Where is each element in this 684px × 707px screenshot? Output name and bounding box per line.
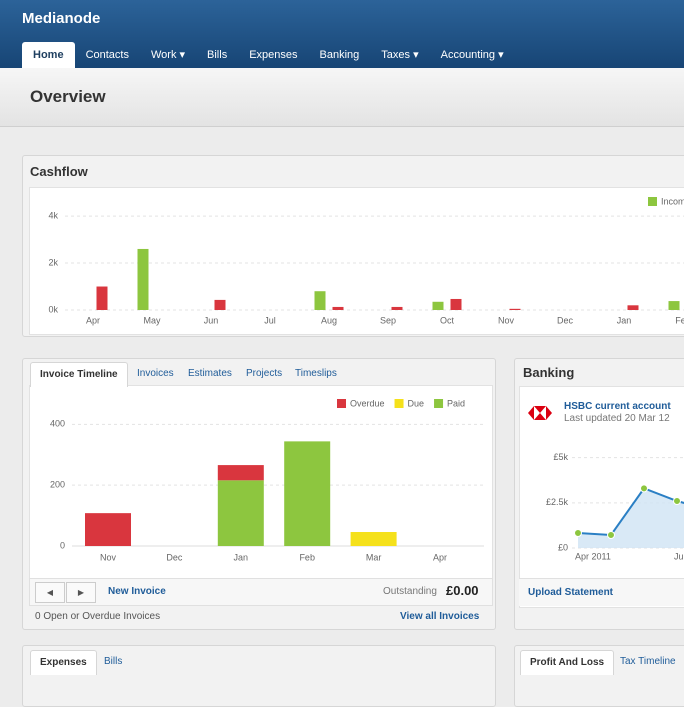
header-bar [0,0,684,68]
tab[interactable]: Projects [246,368,283,379]
bar [137,248,149,310]
x-tick-label: Oct [440,315,455,325]
bar-segment [217,465,264,481]
x-tick-label: Aug [321,315,337,325]
upload-statement[interactable]: Upload Statement [528,587,614,598]
x-tick-label: Apr [433,552,447,562]
nav-item[interactable]: Expenses [249,49,298,61]
open-count: 0 Open or Overdue Invoices [35,611,161,622]
x-tick-label: Nov [100,552,117,562]
nav-item[interactable]: Accounting ▾ [440,49,504,61]
tab[interactable]: Tax Timeline [620,656,676,667]
y-tick-label: £2.5k [546,497,569,507]
x-tick-label: May [143,315,161,325]
legend-label: Due [408,398,425,408]
nav-item[interactable]: Work ▾ [150,49,186,61]
panel-title: Banking [523,365,575,380]
bar [214,299,226,310]
tab[interactable]: Bills [104,656,123,667]
legend-swatch [648,197,657,206]
nav: Home Contacts Work ▾ Bills Expenses Bank… [22,42,515,68]
x-tick-label: Jan [234,552,249,562]
legend-swatch [434,399,444,408]
legend-swatch [337,399,346,408]
tab[interactable]: Timeslips [295,368,337,379]
tab[interactable]: Invoice Timeline [30,362,128,387]
point [574,529,582,538]
x-tick-label: Nov [498,315,515,325]
y-tick-label: 4k [48,210,58,220]
x-tick-label: Dec [557,315,574,325]
legend-label: Income [661,196,684,206]
invoice-toolbar [29,578,493,606]
overview-bar [0,68,684,127]
y-tick-label: 0k [48,304,58,314]
nav-item[interactable]: Home [22,42,75,68]
new-invoice[interactable]: New Invoice [108,586,166,597]
x-tick-label: Jul [264,315,276,325]
y-tick-label: 200 [50,480,65,490]
x-tick-label: Mar [366,552,382,562]
point [640,484,648,493]
view-all[interactable]: View all Invoices [400,611,480,622]
y-tick-label: 400 [50,419,65,429]
x-tick-label: Apr [86,315,100,325]
legend-label: Overdue [350,398,385,408]
x-tick-label: Feb [675,315,684,325]
tab[interactable]: Invoices [137,368,174,379]
app-name[interactable]: Medianode [22,10,101,27]
tab[interactable]: Estimates [188,368,232,379]
bar [450,298,462,310]
x-tick-label: Feb [299,552,315,562]
next-button[interactable]: ▶ [66,582,96,603]
bar-segment [284,441,331,546]
outstanding-label: Outstanding [383,586,437,597]
x-tick-label: Jan [617,315,632,325]
bar [391,306,403,310]
bar [668,301,680,310]
tab[interactable]: Profit And Loss [520,650,615,675]
x-tick-label: Sep [380,315,396,325]
area-fill [578,488,684,548]
bar [314,291,326,310]
bar [627,305,639,310]
point [673,497,681,506]
y-tick-label: 0 [60,540,65,550]
account-name[interactable]: HSBC current account [564,401,671,412]
legend-label: Paid [447,398,465,408]
bank-logo [528,406,552,420]
bar-segment [217,480,264,546]
banking-toolbar [519,578,684,606]
y-tick-label: £0 [558,542,568,552]
last-updated: Last updated 20 Mar 12 [564,413,670,424]
nav-item[interactable]: Contacts [85,49,129,61]
panel-title: Cashflow [30,164,88,179]
bar [332,306,344,310]
y-tick-label: 2k [48,257,58,267]
y-tick-label: £5k [553,452,568,462]
bar [96,286,108,310]
legend-swatch [394,399,404,408]
nav-item[interactable]: Taxes ▾ [381,49,419,61]
nav-item[interactable]: Bills [207,49,228,61]
bar [509,308,521,310]
point [607,530,615,539]
prev-button[interactable]: ◀ [35,582,65,603]
nav-item[interactable]: Banking [319,49,360,61]
x-tick-label: Dec [166,552,183,562]
bar [432,301,444,310]
x-tick-label: Jul 2011 [674,551,684,561]
x-tick-label: Jun [204,315,219,325]
page-title: Overview [30,87,106,106]
outstanding-amount: £0.00 [446,583,479,598]
bar-segment [350,532,397,546]
x-tick-label: Apr 2011 [575,551,611,561]
tab[interactable]: Expenses [30,650,97,675]
bar-segment [85,513,131,546]
